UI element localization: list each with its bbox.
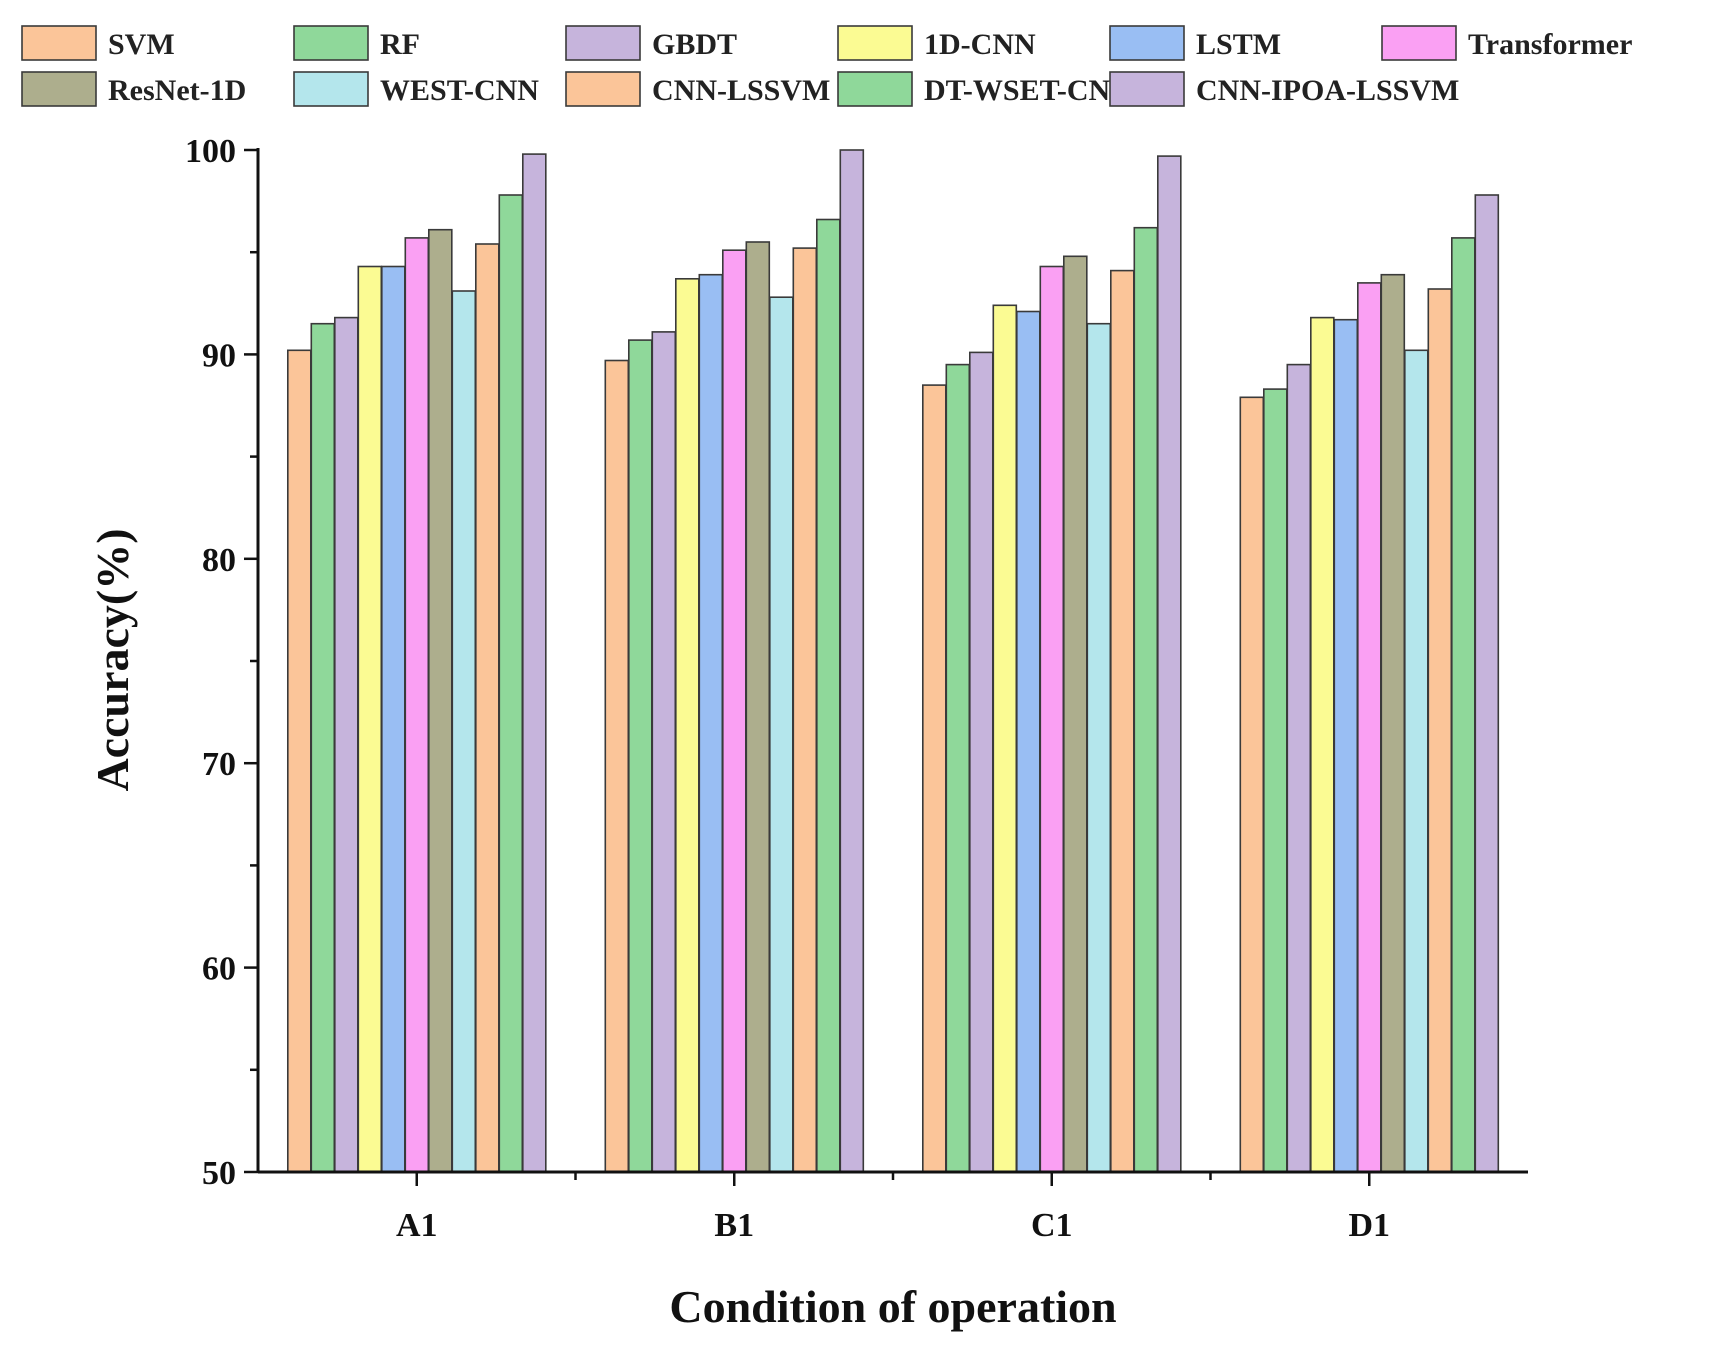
bar-transformer-c1 xyxy=(1039,265,1065,1173)
bar-lstm-b1 xyxy=(698,273,724,1173)
bar-gbdt-c1 xyxy=(968,351,994,1173)
bar-west-cnn-a1 xyxy=(451,290,477,1173)
bar-cnn-lssvm-b1 xyxy=(792,247,818,1173)
bar-cnn-lssvm-c1 xyxy=(1110,269,1135,1173)
bar-resnet-1d-b1 xyxy=(745,241,771,1173)
legend-swatch-gbdt xyxy=(565,25,641,61)
legend-label-cnn-lssvm: CNN-LSSVM xyxy=(652,74,830,107)
bar-cnn-ipoa-lssvm-c1 xyxy=(1157,155,1182,1173)
legend-label-cnn-ipoa-lssvm: CNN-IPOA-LSSVM xyxy=(1196,74,1459,107)
legend-swatch-west-cnn xyxy=(293,71,369,107)
bar-1d-cnn-b1 xyxy=(674,277,700,1173)
legend-label-svm: SVM xyxy=(108,28,175,61)
bar-svm-c1 xyxy=(921,384,947,1173)
x-axis-title: Condition of operation xyxy=(669,1281,1116,1332)
y-axis-title: Accuracy(%) xyxy=(87,528,138,791)
bar-1d-cnn-a1 xyxy=(357,265,383,1173)
bar-west-cnn-c1 xyxy=(1086,322,1112,1173)
bar-rf-a1 xyxy=(310,322,336,1173)
bar-svm-a1 xyxy=(286,349,312,1173)
bar-west-cnn-d1 xyxy=(1404,349,1429,1173)
y-tick-label-60: 60 xyxy=(202,951,236,988)
bar-dt-wset-cnn-c1 xyxy=(1133,226,1159,1173)
bar-gbdt-a1 xyxy=(333,316,359,1173)
legend-label-rf: RF xyxy=(380,28,420,61)
bar-svm-b1 xyxy=(604,359,630,1173)
bars-layer xyxy=(286,149,1500,1173)
bar-west-cnn-b1 xyxy=(768,296,794,1173)
bar-lstm-a1 xyxy=(380,265,406,1173)
bar-dt-wset-cnn-b1 xyxy=(815,218,841,1173)
legend-label-transformer: Transformer xyxy=(1468,28,1632,61)
bar-cnn-ipoa-lssvm-a1 xyxy=(521,153,547,1173)
bar-rf-b1 xyxy=(627,339,653,1173)
bar-resnet-1d-a1 xyxy=(427,228,453,1173)
bar-rf-c1 xyxy=(945,363,971,1173)
legend-swatch-lstm xyxy=(1109,25,1185,61)
bar-cnn-ipoa-lssvm-d1 xyxy=(1474,194,1500,1173)
legend-label-resnet-1d: ResNet-1D xyxy=(108,74,246,107)
legend-swatch-cnn-lssvm xyxy=(565,71,641,107)
legend-label-1d-cnn: 1D-CNN xyxy=(924,28,1036,61)
bar-lstm-c1 xyxy=(1015,310,1041,1173)
x-tick-label-b1: B1 xyxy=(714,1207,754,1244)
y-tick-label-50: 50 xyxy=(202,1155,236,1192)
legend-swatch-dt-wset-cnn xyxy=(837,71,913,107)
bar-transformer-d1 xyxy=(1357,282,1382,1173)
bar-rf-d1 xyxy=(1263,388,1288,1173)
bar-transformer-b1 xyxy=(721,249,747,1173)
bar-resnet-1d-d1 xyxy=(1380,273,1406,1173)
legend-label-west-cnn: WEST-CNN xyxy=(380,74,539,107)
y-tick-label-70: 70 xyxy=(202,746,236,783)
bar-dt-wset-cnn-a1 xyxy=(498,194,524,1173)
legend-label-dt-wset-cnn: DT-WSET-CNN xyxy=(924,74,1132,107)
y-tick-label-100: 100 xyxy=(185,133,236,170)
bar-dt-wset-cnn-d1 xyxy=(1451,237,1476,1173)
y-tick-label-90: 90 xyxy=(202,337,236,374)
legend-label-lstm: LSTM xyxy=(1196,28,1281,61)
legend-swatch-svm xyxy=(21,25,97,61)
bar-transformer-a1 xyxy=(404,237,430,1173)
axes-layer: 50 60 70 80 90 100 A1 B1 C1 D1 xyxy=(185,133,1528,1244)
bar-cnn-lssvm-a1 xyxy=(474,243,500,1173)
bar-gbdt-d1 xyxy=(1286,363,1312,1173)
legend: SVM RF GBDT 1D-CNN LSTM Transformer ResNet-1D W… xyxy=(21,25,1632,107)
bar-resnet-1d-c1 xyxy=(1063,255,1088,1173)
bar-lstm-d1 xyxy=(1333,318,1359,1173)
x-tick-label-a1: A1 xyxy=(396,1207,438,1244)
legend-swatch-resnet-1d xyxy=(21,71,97,107)
bar-svm-d1 xyxy=(1239,396,1265,1173)
x-tick-label-c1: C1 xyxy=(1031,1207,1073,1244)
legend-label-gbdt: GBDT xyxy=(652,28,737,61)
legend-swatch-cnn-ipoa-lssvm xyxy=(1109,71,1185,107)
bar-1d-cnn-d1 xyxy=(1310,316,1335,1173)
x-tick-label-d1: D1 xyxy=(1348,1207,1390,1244)
bar-cnn-lssvm-d1 xyxy=(1427,288,1453,1173)
bar-1d-cnn-c1 xyxy=(992,304,1018,1173)
legend-swatch-transformer xyxy=(1381,25,1457,61)
y-tick-label-80: 80 xyxy=(202,542,236,579)
legend-swatch-1d-cnn xyxy=(837,25,913,61)
bar-cnn-ipoa-lssvm-b1 xyxy=(839,149,865,1173)
legend-swatch-rf xyxy=(293,25,369,61)
bar-gbdt-b1 xyxy=(651,331,677,1173)
